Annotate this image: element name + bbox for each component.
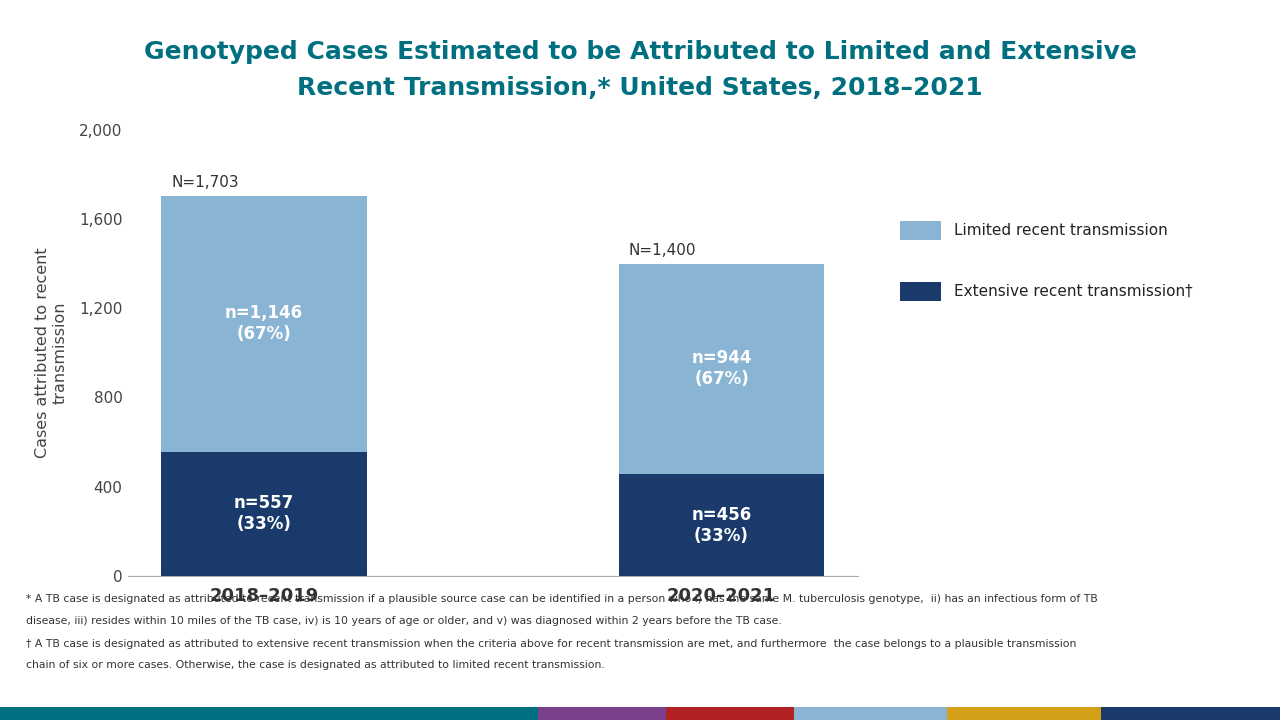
Text: N=1,400: N=1,400 [628, 243, 696, 258]
Text: N=1,703: N=1,703 [172, 175, 239, 190]
Bar [618, 474, 824, 576]
Text: * A TB case is designated as attributed to recent transmission if a plausible so: * A TB case is designated as attributed … [26, 594, 1097, 604]
Bar [618, 264, 824, 474]
Text: Recent Transmission,* United States, 2018–2021: Recent Transmission,* United States, 201… [297, 76, 983, 99]
Text: disease, iii) resides within 10 miles of the TB case, iv) is 10 years of age or : disease, iii) resides within 10 miles of… [26, 616, 781, 626]
Text: Extensive recent transmission†: Extensive recent transmission† [954, 284, 1192, 299]
Text: n=557
(33%): n=557 (33%) [234, 495, 294, 534]
Text: n=944
(67%): n=944 (67%) [691, 349, 751, 388]
Text: Limited recent transmission: Limited recent transmission [954, 223, 1167, 238]
Text: † A TB case is designated as attributed to extensive recent transmission when th: † A TB case is designated as attributed … [26, 639, 1076, 649]
Text: n=1,146
(67%): n=1,146 (67%) [225, 305, 303, 343]
Bar [161, 196, 367, 451]
Bar [161, 451, 367, 576]
Text: Genotyped Cases Estimated to be Attributed to Limited and Extensive: Genotyped Cases Estimated to be Attribut… [143, 40, 1137, 63]
Text: chain of six or more cases. Otherwise, the case is designated as attributed to l: chain of six or more cases. Otherwise, t… [26, 660, 604, 670]
Text: n=456
(33%): n=456 (33%) [691, 505, 751, 544]
Y-axis label: Cases attributed to recent
transmission: Cases attributed to recent transmission [36, 248, 68, 458]
